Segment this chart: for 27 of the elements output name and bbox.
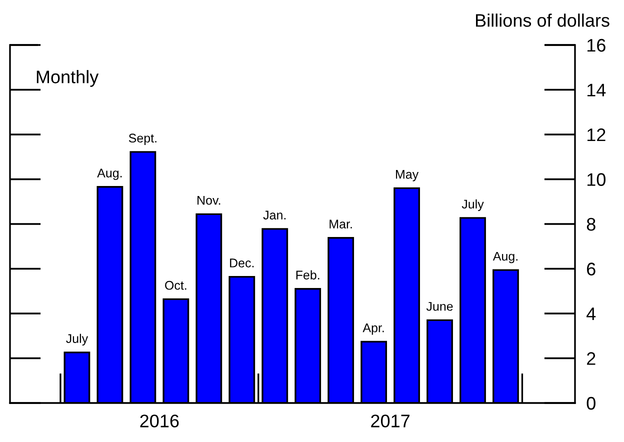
x-tick-label: Feb. xyxy=(296,270,320,280)
x-tick-label: Sept. xyxy=(128,134,156,146)
x-tick-label: Mar. xyxy=(330,220,352,228)
y-tick-label: 6 xyxy=(587,262,596,276)
x-tick-label: Jan. xyxy=(263,210,286,220)
text: 2016 xyxy=(140,414,179,428)
x-tick-label: June xyxy=(426,302,453,311)
x-tick-label: Dec. xyxy=(230,258,254,268)
y-tick-label: 0 xyxy=(586,396,596,410)
y-tick-label: 10 xyxy=(587,173,606,186)
y-tick-label: 14 xyxy=(587,84,606,96)
text: Monthly xyxy=(36,70,99,87)
x-tick-label: May xyxy=(396,170,419,182)
x-tick-label: Oct. xyxy=(165,280,186,290)
y-tick-label: 2 xyxy=(587,352,596,365)
y-tick-label: 4 xyxy=(586,308,596,320)
y-tick-label: 12 xyxy=(587,128,606,142)
x-tick-label: Aug. xyxy=(492,252,518,264)
x-tick-label: Nov. xyxy=(198,196,220,205)
x-tick-label: Apr. xyxy=(362,324,384,335)
text: 2017 xyxy=(371,414,410,428)
x-tick-label: Aug. xyxy=(97,168,122,180)
x-tick-label: July xyxy=(462,199,484,212)
y-tick-label: 8 xyxy=(586,218,596,231)
x-tick-label: July xyxy=(66,334,88,346)
y-tick-label: 16 xyxy=(587,38,606,52)
y-axis-title: Billions of dollars xyxy=(476,14,610,27)
